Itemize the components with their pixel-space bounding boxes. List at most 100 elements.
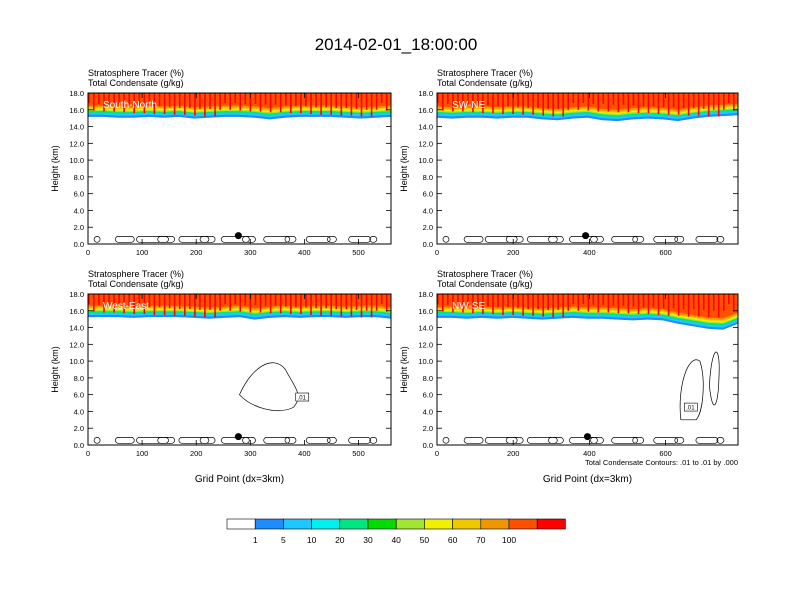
- condensate-contour: [263, 437, 291, 444]
- tracer-streak: [158, 93, 161, 107]
- tracer-streak: [320, 294, 322, 316]
- tracer-streak: [214, 294, 216, 318]
- tracer-streak: [712, 93, 715, 110]
- tracer-streak: [447, 93, 449, 104]
- x-tick-label: 400: [298, 248, 311, 257]
- tracer-streak: [143, 294, 146, 315]
- tracer-streak: [492, 93, 494, 114]
- condensate-contour: [157, 437, 176, 444]
- tracer-streak: [542, 93, 544, 116]
- colorbar-swatch: [226, 518, 256, 530]
- tracer-streak: [642, 294, 645, 308]
- subtitle-condensate: Total Condensate (g/kg): [437, 78, 533, 88]
- tracer-streak: [517, 93, 519, 108]
- tracer-streak: [113, 294, 115, 313]
- y-tick-label: 8.0: [74, 173, 84, 182]
- tracer-streak: [128, 294, 130, 307]
- panel-1: South-North Stratosphere Tracer (%)Total …: [50, 68, 392, 257]
- tracer-streak: [375, 294, 378, 311]
- y-tick-label: 6.0: [423, 391, 433, 400]
- condensate-contour: [327, 437, 337, 444]
- tracer-streak: [249, 294, 252, 313]
- tracer-streak: [350, 93, 353, 116]
- y-axis-label: Height (km): [399, 346, 409, 393]
- colorbar-swatch: [339, 518, 369, 530]
- panel-label: NW-SE: [452, 301, 485, 312]
- tracer-streak: [360, 294, 363, 318]
- tracer-streak: [295, 93, 297, 107]
- x-tick-label: 200: [507, 248, 520, 257]
- tracer-streak: [687, 93, 690, 116]
- tracer-streak: [632, 93, 635, 106]
- condensate-contour: [442, 437, 450, 444]
- y-tick-label: 18.0: [418, 290, 433, 299]
- colorbar-label: 5: [281, 535, 286, 545]
- colorbar-swatch: [536, 518, 566, 530]
- y-tick-label: 12.0: [418, 139, 433, 148]
- tracer-streak: [677, 294, 680, 316]
- tracer-streak: [567, 294, 569, 311]
- location-marker: [584, 433, 591, 441]
- y-tick-label: 0.0: [423, 441, 433, 450]
- tracer-streak: [437, 294, 439, 305]
- tracer-streak: [345, 294, 348, 310]
- contour-label: .01: [298, 396, 307, 402]
- tracer-streak: [335, 294, 337, 310]
- tracer-streak: [512, 93, 514, 114]
- tracer-streak: [214, 93, 216, 117]
- y-tick-label: 6.0: [74, 190, 84, 199]
- tracer-streak: [597, 294, 600, 313]
- colorbar-label: 20: [335, 535, 345, 545]
- plot-area: [437, 93, 738, 244]
- y-tick-label: 12.0: [69, 139, 84, 148]
- panel-2: SW-NE Stratosphere Tracer (%)Total Conden…: [399, 68, 739, 257]
- y-tick-label: 10.0: [69, 357, 84, 366]
- tracer-streak: [572, 93, 575, 104]
- tracer-streak: [457, 93, 459, 105]
- tracer-streak: [143, 93, 146, 114]
- condensate-contour: [463, 236, 484, 243]
- tracer-streak: [254, 93, 257, 104]
- tracer-streak: [692, 294, 695, 310]
- tracer-streak: [305, 93, 307, 107]
- tracer-streak: [622, 93, 625, 105]
- tracer-streak: [472, 294, 474, 314]
- tracer-streak: [682, 93, 685, 109]
- tracer-streak: [557, 93, 559, 109]
- tracer-streak: [522, 93, 524, 115]
- figure-title: 2014-02-01_18:00:00: [315, 35, 478, 54]
- plot-area: .01: [88, 294, 391, 445]
- y-tick-label: 8.0: [423, 173, 433, 182]
- tracer-streak: [507, 294, 509, 308]
- tracer-streak: [173, 93, 176, 115]
- tracer-streak: [707, 93, 710, 117]
- location-marker: [234, 232, 242, 240]
- y-tick-label: 8.0: [74, 374, 84, 383]
- tracer-streak: [637, 294, 640, 315]
- tracer-streak: [592, 93, 595, 104]
- subtitle-condensate: Total Condensate (g/kg): [88, 279, 184, 289]
- tracer-streak: [477, 93, 479, 106]
- condensate-contour: [199, 236, 216, 243]
- condensate-contour: [284, 236, 297, 243]
- tracer-streak: [437, 93, 439, 104]
- y-axis-label: Height (km): [50, 346, 60, 393]
- condensate-contour: [242, 437, 256, 444]
- y-tick-label: 2.0: [423, 424, 433, 433]
- tracer-streak: [194, 93, 196, 116]
- tracer-streak: [380, 294, 383, 305]
- tracer-streak: [512, 294, 514, 315]
- tracer-streak: [103, 294, 105, 313]
- tracer-streak: [178, 294, 181, 310]
- tracer-streak: [627, 294, 630, 314]
- colorbar-label: 1: [253, 535, 258, 545]
- panel-label: SW-NE: [452, 100, 485, 111]
- condensate-contour: [590, 236, 604, 243]
- colorbar-swatch: [254, 518, 284, 530]
- tracer-streak: [647, 93, 650, 114]
- tracer-streak: [108, 294, 110, 306]
- condensate-contour: [505, 236, 524, 243]
- tracer-streak: [557, 294, 559, 310]
- tracer-streak: [647, 294, 650, 315]
